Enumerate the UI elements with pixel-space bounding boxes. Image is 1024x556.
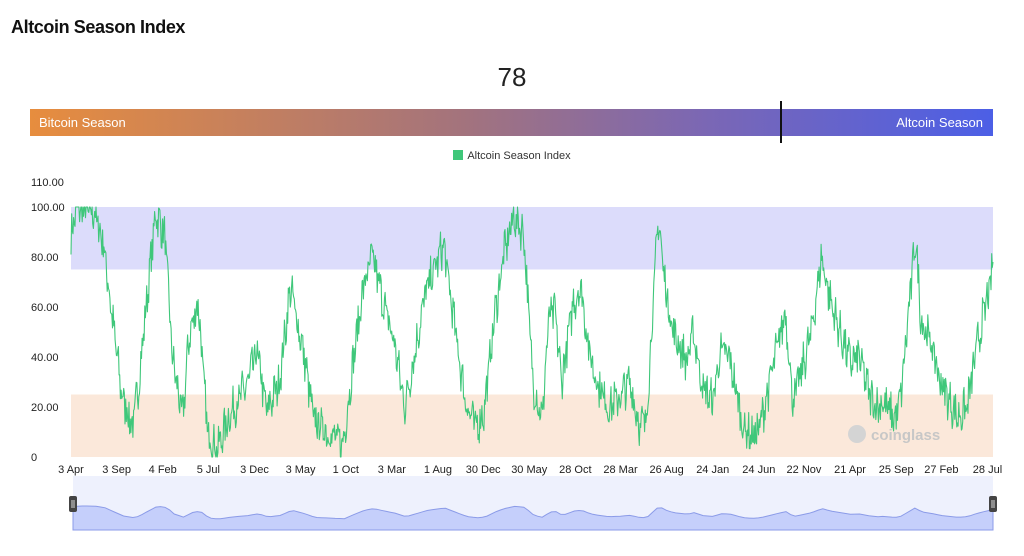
x-tick-label: 3 May — [286, 464, 316, 476]
x-tick-label: 25 Sep — [879, 464, 914, 476]
series-line-altcoin-season-index — [70, 206, 994, 458]
coinglass-logo-icon — [848, 425, 866, 443]
navigator-right-handle[interactable] — [989, 496, 997, 512]
y-tick-label: 40.00 — [31, 352, 59, 364]
x-tick-label: 24 Jan — [696, 464, 729, 476]
y-tick-label: 100.00 — [31, 202, 65, 214]
navigator-left-handle[interactable] — [69, 496, 77, 512]
y-tick-label: 0 — [31, 452, 37, 464]
x-tick-label: 3 Mar — [378, 464, 406, 476]
altcoin-season-zone — [71, 207, 993, 270]
season-gauge-bar: Bitcoin Season Altcoin Season — [30, 109, 993, 136]
navigator-series — [72, 505, 994, 531]
x-tick-label: 26 Aug — [649, 464, 683, 476]
x-tick-label: 27 Feb — [924, 464, 958, 476]
x-tick-label: 24 Jun — [742, 464, 775, 476]
y-tick-label: 80.00 — [31, 252, 59, 264]
x-tick-label: 3 Apr — [58, 464, 84, 476]
y-tick-label: 20.00 — [31, 402, 59, 414]
watermark-text: coinglass — [871, 427, 940, 444]
x-tick-label: 4 Feb — [149, 464, 177, 476]
x-tick-label: 1 Aug — [424, 464, 452, 476]
legend-label: Altcoin Season Index — [467, 150, 571, 162]
x-tick-label: 22 Nov — [787, 464, 822, 476]
x-tick-label: 28 Mar — [603, 464, 638, 476]
x-tick-label: 1 Oct — [333, 464, 359, 476]
x-tick-label: 3 Sep — [102, 464, 131, 476]
gauge-marker — [780, 101, 783, 143]
x-tick-label: 28 Oct — [559, 464, 591, 476]
x-tick-label: 30 May — [511, 464, 548, 476]
chart-legend[interactable]: Altcoin Season Index — [0, 150, 1024, 162]
x-tick-label: 5 Jul — [197, 464, 220, 476]
x-tick-label: 28 Jul — [973, 464, 1002, 476]
y-tick-label: 110.00 — [31, 177, 64, 189]
coinglass-watermark: coinglass — [848, 425, 940, 444]
x-tick-label: 21 Apr — [834, 464, 866, 476]
bitcoin-season-label: Bitcoin Season — [39, 115, 126, 130]
altcoin-season-label: Altcoin Season — [896, 115, 983, 130]
current-index-value: 78 — [497, 62, 527, 92]
page-title: Altcoin Season Index — [11, 17, 186, 37]
y-tick-label: 60.00 — [31, 302, 59, 314]
x-tick-label: 30 Dec — [466, 464, 501, 476]
x-tick-label: 3 Dec — [240, 464, 269, 476]
legend-swatch-icon — [453, 150, 464, 160]
